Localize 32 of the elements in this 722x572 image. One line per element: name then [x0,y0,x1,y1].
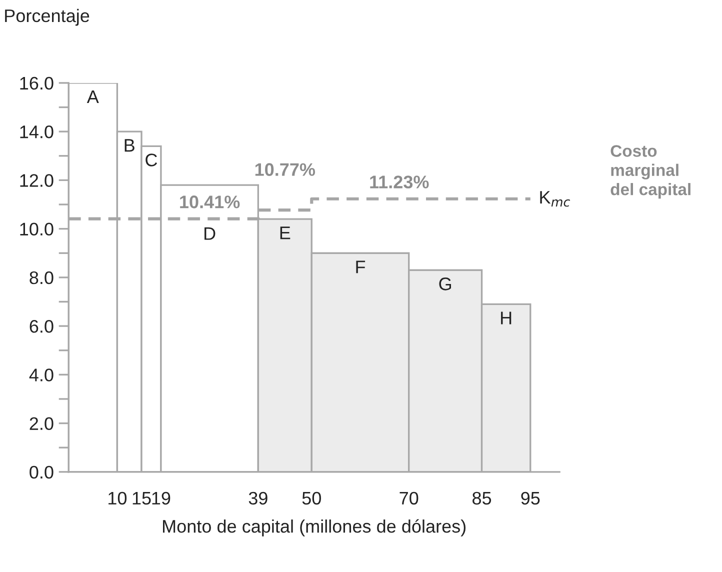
x-axis-title: Monto de capital (millones de dólares) [163,519,466,536]
annotation: 11.23% [370,176,429,188]
annotation: 10.77% [255,163,316,176]
y-tick-label: 10.0 [20,222,54,236]
annotation: A [86,90,99,103]
annotation: C [146,154,158,166]
x-tick-label: 70 [400,492,418,505]
y-tick-label: 12.0 [20,174,54,187]
text: Costo marginal del capital [610,145,690,199]
y-tick-label: 2.0 [30,417,54,430]
y-axis-title: Porcentaje [5,8,90,26]
annotation: B [124,139,134,152]
y-tick-label: 4.0 [29,368,54,382]
x-tick-label: 39 [248,492,268,505]
y-tick-label: 0.0 [30,466,54,479]
x-tick-label: 15 [132,492,151,505]
x-tick-label: 95 [521,492,540,505]
annotation: K$_{mc}$ [540,191,570,207]
annotation: F [356,260,366,274]
x-tick-label: 50 [302,492,321,505]
y-tick-label: 8.0 [30,271,54,284]
y-tick-label: 6.0 [30,320,54,333]
y-tick-label: 16.0 [20,76,54,90]
annotation: H [501,312,512,324]
annotation: E [280,226,290,240]
x-tick-label: 10 [108,492,127,505]
annotation: 10.41% [180,196,240,208]
x-tick-label: 19 [152,492,170,505]
annotation: G [439,278,451,290]
x-tick-label: 85 [472,492,492,505]
y-tick-label: 14.0 [20,125,54,138]
annotation: D [204,227,216,240]
